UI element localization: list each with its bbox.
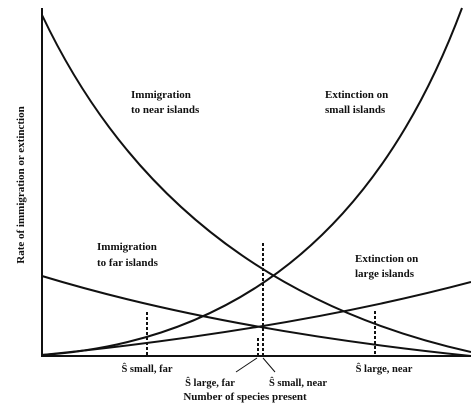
immigration-far-curve [41,275,471,357]
immigration-near-curve [41,14,471,353]
equilibrium-label: Ŝ large, far [185,376,235,389]
curve-label: Extinction on [355,253,418,265]
extinction-small-curve [41,7,463,356]
curve-label: to near islands [131,104,200,116]
curve-label: Immigration [131,89,191,101]
leader-line [235,357,258,373]
curve-label: small islands [325,104,386,116]
curve-label: to far islands [97,257,159,269]
y-axis-label: Rate of immigration or extinction [15,106,27,263]
curve-label: Immigration [97,241,157,253]
leader-line [262,357,276,373]
extinction-large-curve [41,281,471,356]
curve-label: Extinction on [325,89,388,101]
curve-label: large islands [355,268,415,280]
equilibrium-label: Ŝ large, near [356,362,413,375]
equilibrium-label: Ŝ small, near [269,376,327,389]
x-axis-label: Number of species present [183,391,307,403]
equilibrium-label: Ŝ small, far [121,362,172,375]
